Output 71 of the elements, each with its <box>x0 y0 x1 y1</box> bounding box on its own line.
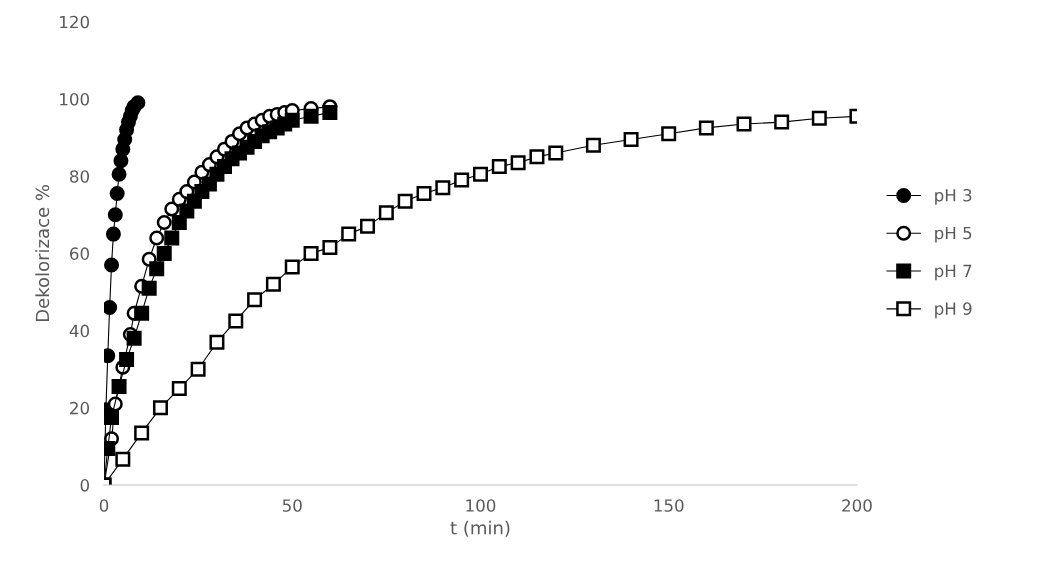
point <box>322 240 338 256</box>
y-tick-label: 100 <box>60 92 89 106</box>
point <box>111 379 127 395</box>
legend-label: pH 9 <box>935 302 972 319</box>
point <box>265 276 281 292</box>
x-tick-label: 0 <box>99 499 109 512</box>
point <box>529 149 545 165</box>
point <box>104 299 118 315</box>
point <box>510 155 526 171</box>
point <box>107 207 123 223</box>
legend-label: pH 5 <box>935 226 972 243</box>
y-tick-label: 0 <box>80 479 89 492</box>
point <box>397 193 413 209</box>
point <box>171 381 187 397</box>
point <box>209 334 225 350</box>
point <box>134 425 150 441</box>
x-tick-label: 50 <box>282 499 302 512</box>
y-tick-label: 60 <box>70 247 89 260</box>
point <box>104 409 120 425</box>
point <box>130 95 146 111</box>
x-axis-title: t (min) <box>450 520 510 537</box>
point <box>472 166 488 182</box>
point <box>171 215 187 231</box>
point <box>303 108 319 124</box>
point <box>435 180 451 196</box>
point <box>322 104 338 120</box>
y-tick-label: 120 <box>60 15 89 29</box>
y-tick-label: 20 <box>70 401 89 415</box>
point <box>156 245 172 261</box>
point <box>152 400 168 416</box>
point <box>126 330 142 346</box>
x-tick-label: 150 <box>654 499 684 512</box>
point <box>623 132 639 147</box>
x-tick-label: 100 <box>466 499 496 512</box>
point <box>811 110 827 126</box>
point <box>156 215 172 231</box>
legend-label: pH 7 <box>935 264 972 281</box>
point <box>548 145 564 161</box>
point <box>141 280 157 296</box>
point <box>736 116 752 132</box>
point <box>247 292 263 308</box>
point <box>228 313 244 329</box>
point <box>111 166 127 182</box>
point <box>585 137 601 153</box>
y-tick-label: 40 <box>69 324 89 338</box>
point <box>360 218 376 234</box>
point <box>303 245 319 261</box>
point <box>190 361 206 377</box>
point <box>378 205 394 221</box>
point <box>454 172 470 188</box>
point <box>119 352 135 368</box>
point <box>149 261 165 277</box>
y-axis-title: Dekolorizace % <box>35 184 50 322</box>
point <box>661 126 677 142</box>
point <box>149 230 165 246</box>
point <box>341 226 357 242</box>
point <box>284 259 300 275</box>
point <box>109 186 125 202</box>
point <box>416 186 432 202</box>
point <box>115 451 131 467</box>
point <box>134 305 150 321</box>
point <box>104 257 120 273</box>
point <box>491 159 507 175</box>
point <box>284 112 300 128</box>
point <box>105 226 121 242</box>
x-tick-label: 200 <box>842 499 872 512</box>
legend-label: pH 3 <box>935 188 972 205</box>
point <box>164 230 180 246</box>
y-tick-label: 80 <box>70 170 89 183</box>
point <box>774 114 790 130</box>
point <box>698 120 714 136</box>
